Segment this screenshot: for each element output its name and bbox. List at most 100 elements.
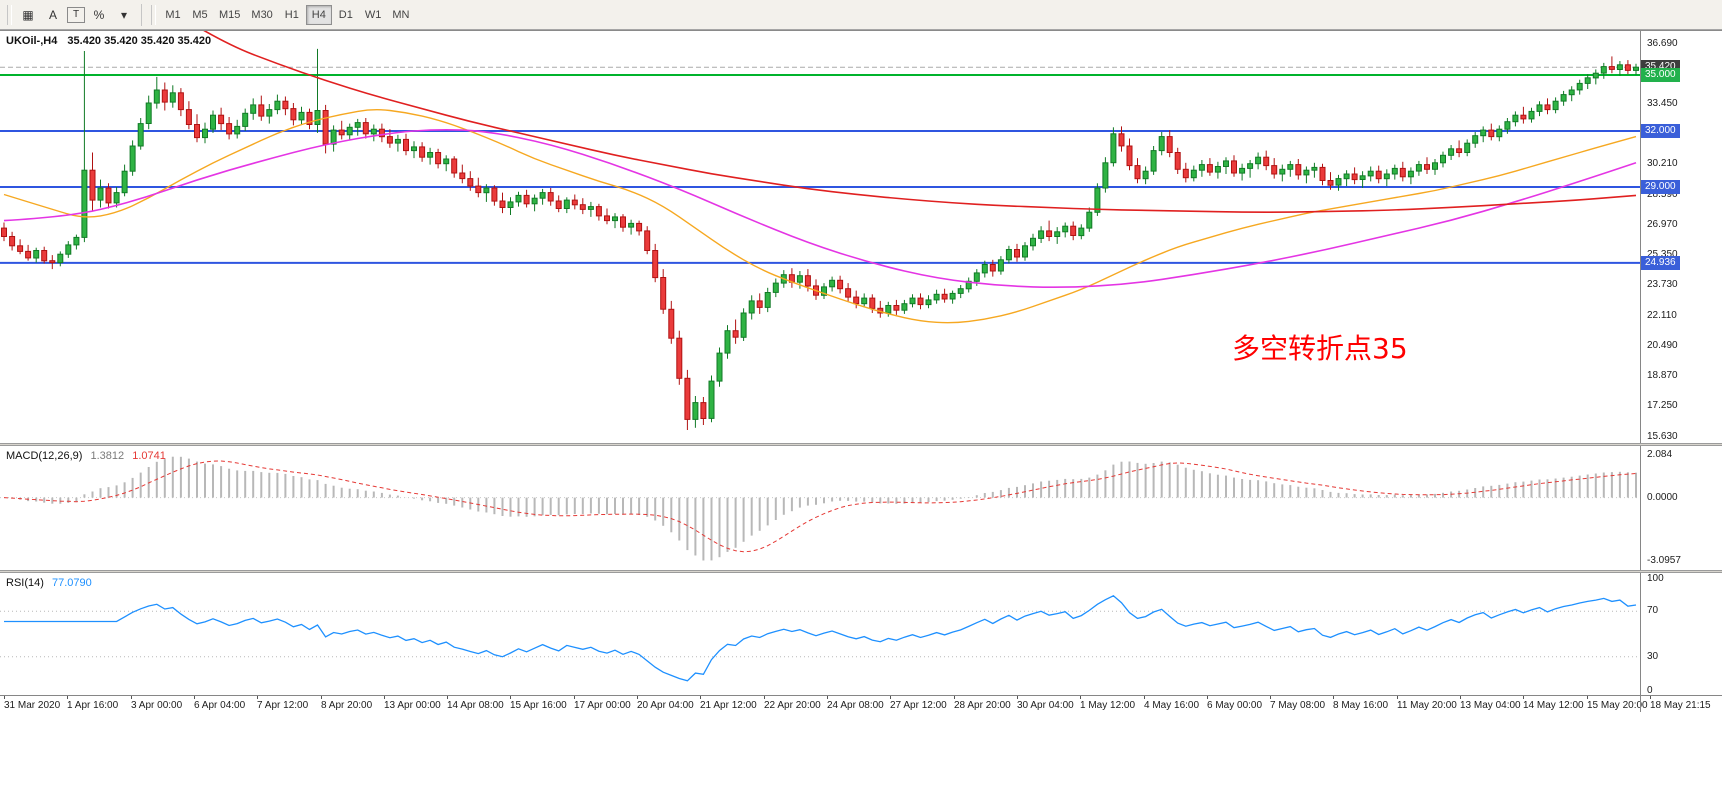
price-ch art-canvas[interactable] — [0, 31, 1640, 444]
price-tick-label: 22.110 — [1647, 310, 1677, 321]
time-label: 24 Apr 08:00 — [827, 700, 884, 711]
time-label: 6 Apr 04:00 — [194, 700, 246, 711]
time-tick — [384, 696, 385, 699]
rsi-value: 77.0790 — [51, 577, 92, 589]
price-tick-label: 15.630 — [1647, 431, 1678, 442]
macd-axis-min: -3.0957 — [1647, 555, 1681, 566]
time-tick — [1587, 696, 1588, 699]
price-marker-35.000: 35.000 — [1641, 68, 1680, 82]
levels-layer — [0, 66, 1640, 264]
timeframe-d1-button[interactable]: D1 — [333, 5, 359, 25]
price-tick-label: 23.730 — [1647, 279, 1678, 290]
timeframe-m15-button[interactable]: M15 — [214, 5, 245, 25]
timeframe-w1-button[interactable]: W1 — [360, 5, 387, 25]
time-label: 17 Apr 00:00 — [574, 700, 631, 711]
price-tick-label: 26.970 — [1647, 219, 1678, 230]
time-tick — [4, 696, 5, 699]
time-label: 14 May 12:00 — [1523, 700, 1584, 711]
time-label: 18 May 21:15 — [1650, 700, 1711, 711]
price-axis[interactable]: 36.690 33.450 30.210 28.590 26.970 25.350 23.7… — [1640, 31, 1722, 443]
time-tick — [510, 696, 511, 699]
ma-layer — [3, 31, 1637, 324]
rsi-canvas[interactable] — [0, 573, 1640, 695]
time-label: 27 Apr 12:00 — [890, 700, 947, 711]
rsi-line — [4, 595, 1637, 682]
time-axis[interactable]: 31 Mar 2020 1 Apr 16:00 3 Apr 00:00 6 Apr 0… — [0, 695, 1722, 712]
macd-panel[interactable]: MACD(12,26,9) 1.3812 1.0741 2.084 0.0000 -… — [0, 446, 1722, 570]
tool-dropdown-icon[interactable]: ▾ — [112, 4, 136, 26]
macd-axis-max: 2.084 — [1647, 449, 1673, 460]
time-label: 7 Apr 12:00 — [257, 700, 309, 711]
drawing-tools-group: ▦ A T% ▾ — [16, 4, 136, 26]
time-tick — [1650, 696, 1651, 699]
panel-divider-rsi[interactable] — [0, 570, 1722, 573]
rsi-panel[interactable]: RSI(14) 77.0790 100 70 30 0 — [0, 573, 1722, 696]
macd-value-signal: 1.0741 — [132, 450, 166, 462]
toolbar-drag-handle-2[interactable] — [151, 4, 156, 25]
time-tick — [1397, 696, 1398, 699]
text-label-icon[interactable]: A — [41, 4, 65, 26]
macd-axis-zero: 0.0000 — [1647, 492, 1678, 503]
ma-red — [203, 31, 1637, 214]
time-tick — [574, 696, 575, 699]
timeframe-m30-button[interactable]: M30 — [246, 5, 277, 25]
price-marker-32.000: 32.000 — [1641, 124, 1680, 138]
macd-canvas[interactable] — [0, 446, 1640, 570]
templates-icon[interactable]: ▦ — [16, 4, 40, 26]
price-tick-label: 33.450 — [1647, 98, 1678, 109]
panel-divider-macd[interactable] — [0, 443, 1722, 446]
percent-tool-icon[interactable]: % — [87, 4, 111, 26]
timeframe-mn-button[interactable]: MN — [387, 5, 414, 25]
price-chart-panel[interactable]: UKOil-,H4 35.420 35.420 35.420 35.420 多空… — [0, 30, 1722, 443]
time-label: 6 May 00:00 — [1207, 700, 1263, 711]
time-label: 1 May 12:00 — [1080, 700, 1136, 711]
rsi-axis[interactable]: 100 70 30 0 — [1640, 573, 1722, 696]
timeframe-m5-button[interactable]: M5 — [187, 5, 213, 25]
time-label: 11 May 20:00 — [1397, 700, 1457, 711]
rsi-axis-30: 30 — [1647, 651, 1659, 662]
toolbar-drag-handle[interactable] — [7, 4, 12, 25]
time-tick — [321, 696, 322, 699]
candles-layer — [1, 48, 1639, 430]
macd-axis[interactable]: 2.084 0.0000 -3.0957 — [1640, 446, 1722, 570]
time-label: 4 May 16:00 — [1144, 700, 1200, 711]
timeframe-m1-button[interactable]: M1 — [160, 5, 186, 25]
time-label: 14 Apr 08:00 — [447, 700, 504, 711]
time-tick — [1080, 696, 1081, 699]
time-label: 30 Apr 04:00 — [1017, 700, 1074, 711]
text-box-icon[interactable]: T — [66, 6, 86, 24]
rsi-axis-70: 70 — [1647, 605, 1659, 616]
rsi-axis-0: 0 — [1647, 685, 1653, 696]
time-tick — [1017, 696, 1018, 699]
rsi-label: RSI(14) 77.0790 — [6, 577, 97, 589]
time-tick — [1523, 696, 1524, 699]
time-tick — [890, 696, 891, 699]
time-tick — [1144, 696, 1145, 699]
time-label: 8 May 16:00 — [1333, 700, 1389, 711]
symbol-title: UKOil-,H4 — [6, 35, 58, 47]
time-label: 8 Apr 20:00 — [321, 700, 373, 711]
macd-label: MACD(12,26,9) 1.3812 1.0741 — [6, 450, 171, 462]
time-label: 13 Apr 00:00 — [384, 700, 441, 711]
timeframe-h1-button[interactable]: H1 — [279, 5, 305, 25]
price-marker-29.000: 29.000 — [1641, 180, 1680, 194]
chart-annotation-text[interactable]: 多空转折点35 — [1232, 332, 1408, 365]
time-tick — [700, 696, 701, 699]
timeframes-group: M1 M5 M15 M30 H1 H4 D1 W1 MN — [160, 4, 414, 25]
time-label: 31 Mar 2020 — [4, 700, 61, 711]
price-marker-24.936: 24.936 — [1641, 256, 1680, 270]
price-tick-label: 25.350 — [1647, 249, 1678, 260]
price-tick-label: 36.690 — [1647, 38, 1678, 49]
time-label: 1 Apr 16:00 — [67, 700, 119, 711]
price-tick-label: 28.590 — [1647, 189, 1678, 200]
timeframe-h4-button[interactable]: H4 — [305, 4, 332, 25]
ohlc-values: 35.420 35.420 35.420 35.420 — [67, 35, 212, 47]
macd-signal-line — [3, 460, 1637, 553]
time-tick — [447, 696, 448, 699]
time-label: 13 May 04:00 — [1460, 700, 1521, 711]
toolbar: ▦ A T% ▾ M1 M5 M15 M30 H1 H4 D1 W1 MN — [0, 0, 1722, 30]
time-tick — [1270, 696, 1271, 699]
time-tick — [954, 696, 955, 699]
price-tick-label: 18.870 — [1647, 370, 1678, 381]
